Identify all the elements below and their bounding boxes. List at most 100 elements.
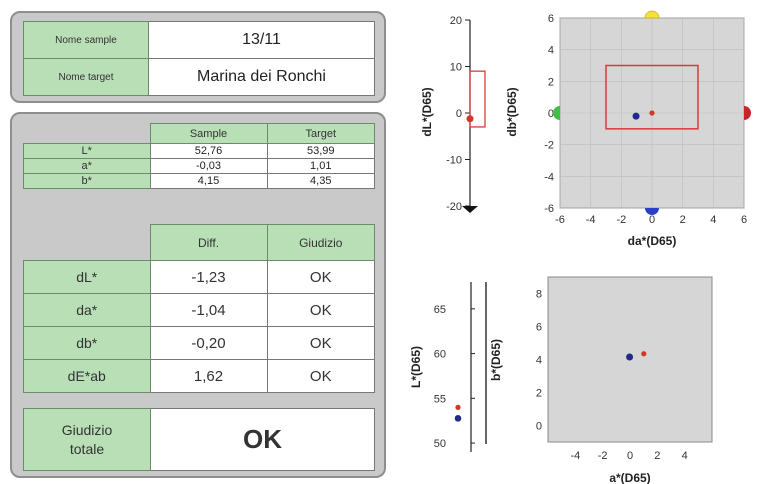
dl-tolerance-box xyxy=(469,70,486,128)
dl-tick-label: 10 xyxy=(450,62,462,74)
sample-a-value: -0,03 xyxy=(149,158,268,174)
sample-name-value[interactable]: 13/11 xyxy=(148,21,375,59)
target-a-value: 1,01 xyxy=(266,158,375,174)
dadb-y-axis-label: db*(D65) xyxy=(505,87,519,136)
target-name-value[interactable]: Marina dei Ronchi xyxy=(148,58,375,96)
results-panel: Sample Target L* 52,76 53,99 a* -0,03 1,… xyxy=(10,112,386,478)
dadb-x-tick-label: 4 xyxy=(710,214,716,226)
col-diff-header: Diff. xyxy=(149,224,268,261)
dadb-target-point xyxy=(649,110,655,116)
dadb-y-tick-label: -6 xyxy=(544,203,554,215)
row-label-dl: dL* xyxy=(23,260,151,294)
total-label-line1: Giudizio xyxy=(61,421,113,438)
l-y-axis-label: L*(D65) xyxy=(409,346,423,388)
dl-tick-label: -10 xyxy=(446,155,462,167)
dadb-x-tick-label: 2 xyxy=(680,214,686,226)
ab-x-axis-label: a*(D65) xyxy=(609,471,650,484)
dadb-tolerance-box xyxy=(605,64,699,130)
dadb-chart: -6 -4 -2 0 2 4 6 6 4 2 0 -2 -4 -6 da*(D65) db*(D65) xyxy=(505,10,751,248)
dl-y-axis-label: dL*(D65) xyxy=(420,87,434,136)
l-tick-label: 50 xyxy=(434,438,446,450)
target-l-value: 53,99 xyxy=(266,143,375,159)
row-label-b: b* xyxy=(23,173,151,189)
dadb-y-tick-label: 0 xyxy=(548,108,554,120)
diff-da-value: -1,04 xyxy=(149,293,268,327)
dadb-y-tick-label: -4 xyxy=(544,171,554,183)
yellow-marker-icon xyxy=(644,10,660,19)
dl-tick-label: 20 xyxy=(450,15,462,27)
dl-tick-label: -20 xyxy=(446,201,462,213)
header-panel: Nome sample 13/11 Nome target Marina dei… xyxy=(10,11,386,103)
ab-y-tick-label: 8 xyxy=(536,289,542,301)
ab-target-point xyxy=(641,351,647,357)
dadb-x-tick-label: 0 xyxy=(649,214,655,226)
dadb-x-tick-label: -6 xyxy=(555,214,565,226)
table-row: dE*ab 1,62 OK xyxy=(23,359,375,393)
dadb-y-tick-label: 2 xyxy=(548,76,554,88)
ab-x-tick-label: 2 xyxy=(654,450,660,462)
dadb-y-tick-label: 4 xyxy=(548,45,554,57)
l-tick-label: 55 xyxy=(434,393,446,405)
dadb-x-tick-label: 6 xyxy=(741,214,747,226)
giudizio-db-value: OK xyxy=(266,326,375,360)
dl-sample-point xyxy=(466,115,474,123)
ab-x-tick-label: -2 xyxy=(598,450,608,462)
ab-x-tick-label: -4 xyxy=(570,450,580,462)
ab-sample-point xyxy=(626,353,634,361)
total-label-line2: totale xyxy=(69,440,105,457)
dadb-y-tick-label: 6 xyxy=(548,13,554,25)
ab-y-axis-label: b*(D65) xyxy=(489,339,503,381)
table-row: L* 52,76 53,99 xyxy=(23,143,375,159)
red-marker-icon xyxy=(744,106,751,120)
l-ticks: 65 60 55 50 xyxy=(434,304,475,450)
ab-y-tick-label: 4 xyxy=(536,355,542,367)
l-sample-point xyxy=(454,415,462,422)
table-row: da* -1,04 OK xyxy=(23,293,375,327)
row-label-db: db* xyxy=(23,326,151,360)
table-row: b* 4,15 4,35 xyxy=(23,173,375,189)
header-table: Nome sample 13/11 Nome target Marina dei… xyxy=(23,21,375,96)
dl-chart: 20 10 0 -10 -20 dL*(D65) xyxy=(420,15,486,213)
diff-db-value: -0,20 xyxy=(149,326,268,360)
ab-x-tick-label: 4 xyxy=(682,450,688,462)
l-tick-label: 65 xyxy=(434,304,446,316)
blue-marker-icon xyxy=(645,208,659,215)
row-label-de: dE*ab xyxy=(23,359,151,393)
giudizio-de-value: OK xyxy=(266,359,375,393)
giudizio-da-value: OK xyxy=(266,293,375,327)
diff-de-value: 1,62 xyxy=(149,359,268,393)
total-label: Giudizio totale xyxy=(23,408,151,471)
dadb-x-tick-label: -4 xyxy=(586,214,596,226)
dadb-ticks: -6 -4 -2 0 2 4 6 6 4 2 0 -2 -4 -6 xyxy=(544,13,747,226)
sample-b-value: 4,15 xyxy=(149,173,268,189)
row-label-l: L* xyxy=(23,143,151,159)
sample-name-label: Nome sample xyxy=(23,21,149,59)
dl-tick-label: 0 xyxy=(456,108,462,120)
ab-x-tick-label: 0 xyxy=(627,450,633,462)
dadb-x-tick-label: -2 xyxy=(616,214,626,226)
ab-y-tick-label: 2 xyxy=(536,388,542,400)
l-tick-label: 60 xyxy=(434,349,446,361)
giudizio-dl-value: OK xyxy=(266,260,375,294)
sample-l-value: 52,76 xyxy=(149,143,268,159)
ab-y-tick-label: 0 xyxy=(536,421,542,433)
l-chart: 65 60 55 50 L*(D65) xyxy=(409,282,487,452)
ab-chart: -4 -2 0 2 4 8 6 4 2 0 a*(D65) b*(D65) xyxy=(489,276,713,484)
row-label-da: da* xyxy=(23,293,151,327)
l-target-point xyxy=(455,404,461,410)
dl-down-arrow-icon xyxy=(462,206,478,213)
dadb-sample-point xyxy=(632,112,640,120)
lab-table: Sample Target L* 52,76 53,99 a* -0,03 1,… xyxy=(23,123,375,189)
col-target-header: Target xyxy=(266,123,375,144)
target-b-value: 4,35 xyxy=(266,173,375,189)
col-giudizio-header: Giudizio xyxy=(266,224,375,261)
diff-table: Diff. Giudizio dL* -1,23 OK da* -1,04 OK… xyxy=(23,224,375,393)
dadb-x-axis-label: da*(D65) xyxy=(628,234,677,248)
col-sample-header: Sample xyxy=(149,123,268,144)
table-row: db* -0,20 OK xyxy=(23,326,375,360)
total-table: Giudizio totale OK xyxy=(23,408,375,471)
green-marker-icon xyxy=(553,106,560,120)
total-value: OK xyxy=(150,408,375,471)
ab-ticks: -4 -2 0 2 4 8 6 4 2 0 xyxy=(536,289,688,463)
